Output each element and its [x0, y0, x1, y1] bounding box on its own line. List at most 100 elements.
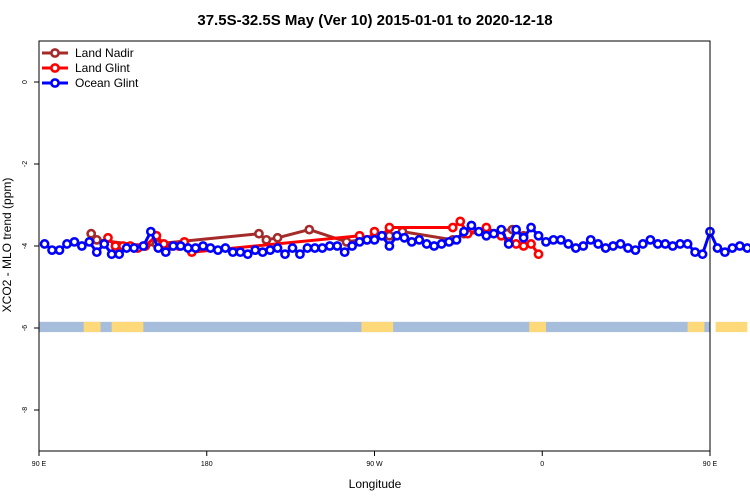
legend-marker-0 [50, 48, 60, 58]
series-2-point-7 [91, 247, 102, 258]
series-2-point-29 [257, 247, 268, 258]
series-2-point-78 [623, 243, 633, 253]
series-2-point-32 [280, 249, 290, 260]
series-2-point-37 [317, 243, 328, 253]
series-0-point-0 [86, 228, 97, 239]
series-2-point-60 [488, 228, 499, 239]
map-land-3 [529, 321, 546, 333]
series-2-point-93 [734, 241, 745, 251]
map-land-2 [361, 321, 394, 333]
series-2-point-90 [712, 243, 723, 253]
series-2-point-73 [585, 234, 596, 245]
series-0-point-5 [261, 234, 272, 245]
series-1-point-26 [533, 249, 544, 260]
series-1-point-17 [447, 222, 458, 233]
series-2-point-43 [362, 234, 372, 245]
series-2-point-38 [324, 241, 335, 251]
series-2-point-6 [84, 236, 95, 247]
map-strip [39, 321, 748, 333]
series-2-point-36 [309, 243, 320, 253]
series-2-point-44 [369, 234, 380, 245]
y-axis-label: XCO2 - MLO trend (ppm) [0, 178, 14, 313]
series-2-point-62 [503, 239, 514, 249]
series-2-point-91 [720, 247, 730, 258]
series-2-point-28 [250, 245, 261, 255]
series-2-point-75 [600, 243, 611, 253]
series-2-point-64 [518, 232, 529, 243]
series-0-point-4 [254, 228, 264, 239]
series-2-point-1 [47, 245, 57, 255]
series-2-point-81 [645, 234, 656, 245]
y-tick-label-3: -6 [22, 325, 29, 331]
series-2-point-22 [205, 243, 216, 253]
series-2-point-86 [682, 239, 693, 249]
series-1-point-18 [455, 216, 466, 227]
series-2-point-24 [220, 243, 231, 253]
series-2-point-65 [526, 222, 536, 233]
series-2 [39, 220, 750, 260]
legend-marker-1 [50, 63, 60, 73]
map-land-1 [111, 321, 144, 333]
series-2-point-87 [690, 247, 700, 258]
series-1-point-20 [481, 222, 492, 233]
legend-label-0: Land Nadir [75, 46, 134, 60]
series-2-point-88 [697, 249, 708, 260]
series-2-point-41 [347, 241, 358, 251]
series-1-point-23 [511, 239, 522, 249]
series-2-point-85 [675, 239, 686, 249]
series-2-point-70 [563, 239, 574, 249]
series-2-point-66 [533, 230, 544, 241]
series-2-point-10 [114, 249, 125, 260]
series-2-point-45 [377, 230, 387, 241]
series-2-point-0 [39, 239, 50, 249]
legend-label-1: Land Glint [75, 61, 130, 75]
y-tick-label-1: -2 [22, 161, 29, 167]
map-land-0 [83, 321, 101, 333]
series-2-point-50 [414, 234, 425, 245]
map-land-5 [715, 321, 748, 333]
series-2-point-16 [160, 247, 171, 258]
series-2-point-79 [630, 245, 641, 255]
y-tick-label-4: -8 [22, 407, 29, 413]
series-0-point-1 [91, 234, 102, 245]
series-1-point-14 [369, 226, 380, 237]
series-2-point-80 [638, 239, 648, 249]
series-2-point-69 [555, 234, 566, 245]
x-tick-label-3: 0 [540, 461, 544, 468]
series-2-point-25 [227, 247, 238, 258]
series-2-point-15 [153, 243, 164, 253]
series-2-point-18 [175, 241, 186, 251]
series-2-point-53 [436, 239, 447, 249]
series-2-point-68 [548, 234, 559, 245]
x-tick-label-1: 180 [201, 461, 213, 468]
series-2-point-17 [168, 241, 179, 251]
series-2-point-5 [76, 241, 87, 251]
y-axis: 0 -2 -4 -6 -8 [22, 80, 39, 413]
legend-marker-2 [50, 78, 60, 88]
series-2-point-67 [541, 236, 551, 247]
series-2-point-94 [742, 243, 750, 253]
series-2-point-76 [608, 241, 618, 251]
series-2-point-3 [62, 239, 72, 249]
series-2-point-34 [295, 249, 305, 260]
plot-frame [38, 40, 711, 452]
series-2-point-33 [287, 243, 298, 253]
series-2-point-49 [406, 236, 417, 247]
x-axis-label: Longitude [349, 477, 402, 491]
series-2-point-54 [444, 236, 454, 247]
series-2-point-77 [615, 239, 626, 249]
series-2-point-13 [138, 241, 149, 251]
series-2-point-11 [121, 243, 132, 253]
series-2-point-39 [332, 241, 343, 251]
series-2-point-46 [384, 241, 395, 251]
series-2-point-72 [578, 241, 589, 251]
series-2-point-52 [429, 241, 440, 251]
series-2-point-82 [652, 239, 663, 249]
series-2-point-4 [69, 236, 80, 247]
series-2-point-40 [339, 247, 350, 258]
series-2-point-48 [399, 232, 410, 243]
series-2-point-26 [235, 247, 246, 258]
x-tick-label-2: 90 W [366, 461, 383, 468]
series-2-point-14 [145, 226, 156, 237]
series-1-point-24 [518, 241, 529, 251]
